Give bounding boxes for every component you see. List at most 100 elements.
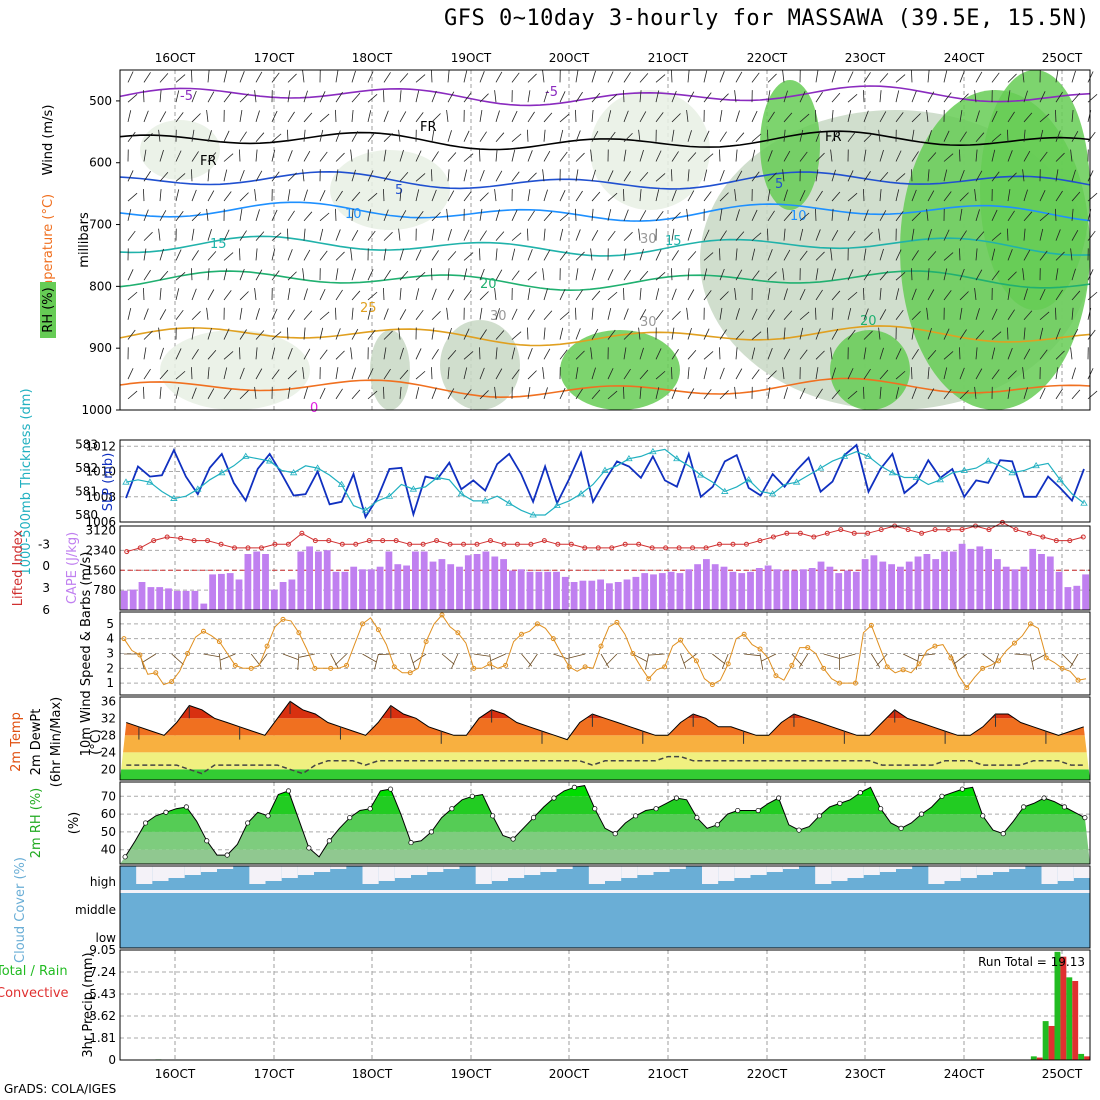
wind-barb: [799, 190, 806, 202]
cloud-high-gap: [718, 866, 735, 881]
wind-barb: [287, 288, 291, 301]
wind-barb: [158, 228, 161, 241]
wind-barb: [1087, 390, 1098, 400]
upper-ytick-label: 800: [89, 279, 112, 293]
lifted-marker: [743, 541, 749, 547]
wind-barb: [1023, 310, 1033, 321]
wind-barb: [367, 209, 372, 221]
contour-label: 15: [210, 237, 227, 252]
wind-barb: [383, 72, 391, 83]
cloud-high-gap: [362, 866, 379, 884]
wind-barb: [847, 170, 854, 182]
wind-barb: [895, 288, 900, 301]
wind-barb: [655, 211, 664, 222]
wind-barb: [782, 268, 785, 281]
wind-barb: [1039, 91, 1046, 103]
cape-bar: [359, 569, 366, 610]
cape-bar: [473, 554, 481, 610]
thickness-marker: [553, 501, 561, 508]
wind-barb: [703, 70, 708, 83]
upper-ylabel-rh: RH (%): [41, 287, 56, 332]
wind-barb: [591, 191, 601, 202]
precip-tick-label: 1.81: [89, 1031, 116, 1045]
wind-barb: [847, 71, 854, 83]
cloud-high-gap: [976, 866, 993, 875]
wind-barb: [863, 209, 869, 221]
wind-barb: [367, 307, 372, 320]
lifted-marker: [447, 541, 453, 547]
wind-barb: [527, 189, 531, 202]
wind-barb: [1007, 370, 1017, 380]
wind-barb: [1070, 248, 1073, 261]
wind-barb: [607, 71, 614, 83]
wind-barb: [239, 208, 243, 221]
cape-bar: [650, 574, 657, 610]
wind-barb: [863, 110, 869, 123]
thickness-marker: [601, 466, 609, 473]
wind-barb: [159, 287, 162, 301]
lifted-tick-label: -3: [38, 537, 50, 551]
rh-marker: [367, 806, 373, 812]
wind-barb: [927, 251, 937, 261]
wind10m-marker: [248, 665, 254, 671]
cape-bar: [835, 573, 843, 610]
cape-bar: [782, 570, 790, 610]
wind-barb: [559, 250, 568, 261]
cloud-high-gap: [491, 866, 508, 881]
wind10m-marker: [725, 661, 731, 667]
wind-barb: [782, 70, 785, 83]
wind-barb: [687, 152, 697, 162]
cape-bar: [447, 564, 455, 610]
wind-barb: [607, 170, 614, 182]
wind-barb: [783, 211, 793, 222]
wind-barb: [559, 212, 570, 222]
wind-barb: [351, 367, 356, 380]
wind-barb: [127, 291, 138, 301]
bottom-date-label: 23OCT: [845, 1067, 886, 1081]
wind-barb: [255, 269, 263, 281]
wind-barb: [446, 307, 449, 320]
contour-label: 5: [395, 183, 403, 198]
wind-barb: [1007, 189, 1011, 202]
wind10m-barb: [982, 653, 996, 664]
wind-barb: [878, 228, 881, 241]
wind-barb: [127, 209, 132, 221]
temp-tick-label: 20: [101, 762, 116, 776]
thickness-marker: [840, 452, 849, 459]
wind-barb: [751, 369, 760, 380]
wind-barb: [527, 172, 537, 182]
wind-barb: [159, 248, 164, 261]
wind10m-barb: [569, 653, 586, 659]
wind-barb: [223, 252, 234, 261]
cloud-high-gap: [588, 866, 605, 884]
wind-barb: [959, 347, 961, 360]
wind-barb: [863, 171, 871, 182]
wind10m-barb: [953, 653, 968, 665]
cloud-high-gap: [960, 866, 977, 878]
lifted-marker: [730, 541, 736, 547]
wind-barb: [319, 288, 326, 301]
wind-barb: [847, 307, 852, 320]
wind-barb: [271, 248, 276, 261]
wind-barb: [943, 268, 948, 281]
wind-barb: [575, 289, 583, 301]
wind-barb: [591, 131, 599, 142]
wind10m-marker: [757, 646, 763, 652]
lifted-marker: [959, 527, 965, 533]
wind10m-marker: [789, 662, 795, 668]
wind-barb: [783, 228, 786, 241]
wind-barb: [351, 131, 359, 142]
wind-barb: [271, 331, 282, 340]
wind-barb: [831, 92, 841, 103]
wind-barb: [495, 209, 500, 221]
wind-barb: [991, 232, 1002, 241]
wind-barb: [1007, 249, 1013, 261]
wind-barb: [959, 248, 961, 261]
wind-barb: [655, 348, 662, 360]
wind-barb: [703, 169, 708, 182]
cape-bar: [879, 561, 887, 610]
wind-barb: [463, 153, 474, 162]
thickness-marker: [625, 454, 633, 462]
cape-bar: [218, 573, 225, 610]
wind-barb: [223, 268, 228, 281]
